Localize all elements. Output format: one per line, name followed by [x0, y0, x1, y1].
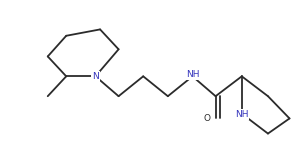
- Text: NH: NH: [235, 110, 249, 119]
- Text: O: O: [204, 114, 210, 123]
- Text: N: N: [92, 72, 99, 81]
- Text: NH: NH: [186, 70, 199, 79]
